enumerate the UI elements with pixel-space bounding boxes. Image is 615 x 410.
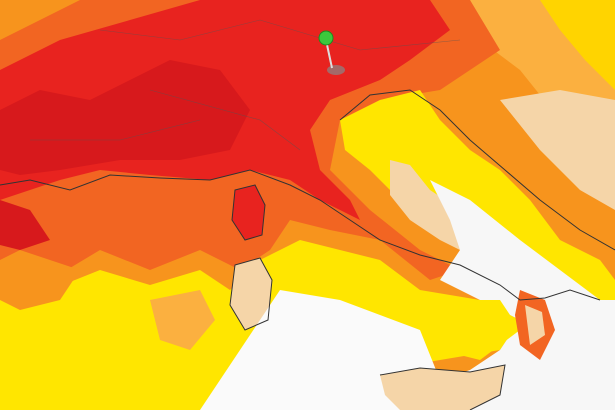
- temperature-zone: [500, 90, 615, 210]
- coastline: [339, 89, 615, 251]
- temperature-zone: [380, 365, 505, 410]
- temperature-zone: [0, 60, 250, 175]
- location-pin[interactable]: [318, 30, 334, 46]
- sea-zone: [200, 290, 440, 410]
- temperature-zone: [150, 290, 215, 350]
- isoline: [30, 19, 461, 151]
- coastline: [379, 364, 506, 410]
- pin-shadow: [327, 65, 345, 75]
- coastline: [0, 169, 601, 301]
- temperature-zone: [525, 305, 545, 345]
- temperature-zone: [540, 0, 615, 90]
- temperature-zone: [430, 300, 520, 360]
- temperature-zone: [0, 250, 80, 310]
- coastline: [229, 184, 273, 331]
- temperature-zone: [0, 200, 50, 250]
- temperature-zone: [232, 185, 265, 240]
- temperature-zone: [230, 258, 272, 330]
